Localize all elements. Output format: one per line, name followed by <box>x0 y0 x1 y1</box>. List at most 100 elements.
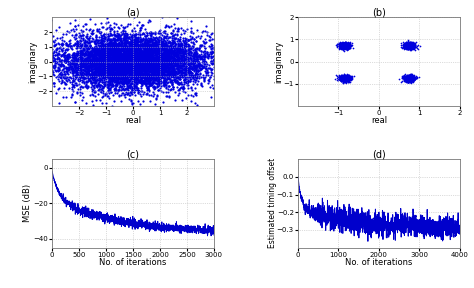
Point <box>135 67 143 71</box>
Point <box>165 65 173 69</box>
Point <box>72 75 80 80</box>
Point <box>35 67 43 71</box>
Point <box>146 68 154 73</box>
Point <box>94 58 102 62</box>
Point <box>400 45 408 50</box>
Point <box>174 75 182 79</box>
Point <box>136 67 144 71</box>
Point <box>343 73 350 77</box>
Point <box>117 56 124 61</box>
Point <box>140 52 147 56</box>
Point <box>95 55 103 60</box>
Point <box>196 36 204 40</box>
Point <box>120 59 128 64</box>
Point <box>93 52 100 57</box>
Point <box>128 39 136 44</box>
Point <box>114 65 121 69</box>
Point <box>79 43 86 48</box>
Point <box>89 61 96 66</box>
Point <box>180 51 188 55</box>
Point <box>122 51 130 55</box>
Point <box>105 62 112 67</box>
Point <box>76 55 84 59</box>
Point <box>140 66 147 71</box>
Point <box>148 67 156 72</box>
Point <box>120 55 128 59</box>
Point <box>161 69 168 74</box>
Point <box>154 70 162 75</box>
Point <box>137 60 145 64</box>
Point <box>123 44 130 48</box>
Point <box>159 53 166 58</box>
Point <box>91 73 99 77</box>
Point <box>108 78 116 83</box>
Point <box>165 77 173 82</box>
Point <box>341 42 348 46</box>
Point <box>137 39 144 44</box>
Point <box>337 76 345 81</box>
Point <box>339 75 347 79</box>
Point <box>407 43 415 47</box>
Point <box>343 76 350 81</box>
Point <box>189 54 196 58</box>
Point <box>231 52 238 57</box>
Point <box>337 40 344 45</box>
Point <box>184 38 191 42</box>
Point <box>341 43 349 48</box>
Point <box>86 64 93 68</box>
Point <box>49 69 57 74</box>
Point <box>150 41 158 46</box>
Point <box>166 54 173 58</box>
Point <box>95 47 102 52</box>
Point <box>128 75 136 80</box>
Point <box>187 86 195 91</box>
Point <box>100 53 108 57</box>
Point <box>334 43 342 47</box>
Point <box>346 41 353 46</box>
Point <box>155 55 163 60</box>
Point <box>407 78 415 82</box>
Point <box>95 87 102 91</box>
Point <box>42 38 50 42</box>
Point <box>106 76 114 80</box>
Point <box>405 41 413 45</box>
Point <box>72 66 79 71</box>
Point <box>125 65 133 69</box>
Point <box>78 71 85 76</box>
Point <box>337 40 344 44</box>
Point <box>166 77 173 81</box>
Point <box>403 77 410 81</box>
Point <box>127 43 134 48</box>
Point <box>121 60 129 65</box>
Point <box>63 66 70 71</box>
Point <box>344 78 352 83</box>
Point <box>123 52 131 56</box>
Point <box>341 40 349 45</box>
Point <box>182 77 189 81</box>
Point <box>131 36 138 41</box>
Point <box>137 68 145 72</box>
Point <box>68 66 75 71</box>
Point <box>192 65 200 70</box>
Point <box>92 47 100 52</box>
Point <box>168 58 175 63</box>
Point <box>194 69 201 73</box>
Point <box>97 61 105 65</box>
Point <box>406 75 413 79</box>
Point <box>406 75 413 79</box>
Point <box>120 74 128 79</box>
Point <box>152 67 159 71</box>
Point <box>179 52 187 56</box>
Point <box>128 49 136 54</box>
Point <box>48 64 55 68</box>
Point <box>144 61 151 66</box>
Point <box>60 68 67 73</box>
Point <box>129 73 137 78</box>
Point <box>144 58 151 63</box>
Point <box>102 48 109 52</box>
Point <box>100 56 107 61</box>
Point <box>126 63 133 68</box>
Point <box>87 58 94 62</box>
Point <box>72 62 80 66</box>
Point <box>407 78 415 83</box>
